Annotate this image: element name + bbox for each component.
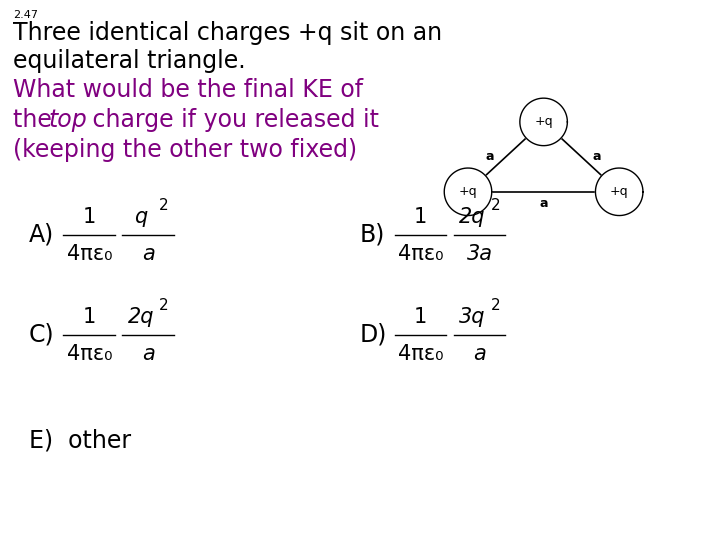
Text: a: a <box>473 343 486 364</box>
Text: charge if you released it: charge if you released it <box>85 108 379 132</box>
Text: 2: 2 <box>159 198 169 213</box>
Text: Three identical charges +q sit on an: Three identical charges +q sit on an <box>13 21 442 44</box>
Text: a: a <box>539 197 548 210</box>
Polygon shape <box>520 98 567 146</box>
Text: +q: +q <box>459 185 477 198</box>
Text: 1: 1 <box>83 207 96 227</box>
Text: 2q: 2q <box>459 207 485 227</box>
Text: +q: +q <box>534 116 553 129</box>
Text: 1: 1 <box>83 307 96 327</box>
Text: 4πε₀: 4πε₀ <box>66 343 112 364</box>
Text: 3a: 3a <box>467 244 492 264</box>
Text: What would be the final KE of: What would be the final KE of <box>13 78 363 102</box>
Text: the: the <box>13 108 59 132</box>
Text: top: top <box>49 108 88 132</box>
Text: 2q: 2q <box>128 307 154 327</box>
Text: A): A) <box>29 223 54 247</box>
Text: 4πε₀: 4πε₀ <box>397 244 444 264</box>
Text: D): D) <box>360 323 387 347</box>
Text: 2: 2 <box>490 298 500 313</box>
Text: q: q <box>135 207 148 227</box>
Text: 4πε₀: 4πε₀ <box>397 343 444 364</box>
Text: 2: 2 <box>159 298 169 313</box>
Text: 1: 1 <box>414 307 427 327</box>
Text: a: a <box>593 150 601 163</box>
Text: C): C) <box>29 323 55 347</box>
Text: 2.47: 2.47 <box>13 10 38 20</box>
Text: a: a <box>142 343 155 364</box>
Polygon shape <box>595 168 643 215</box>
Text: +q: +q <box>610 185 629 198</box>
Text: E)  other: E) other <box>29 428 131 452</box>
Text: 3q: 3q <box>459 307 485 327</box>
Text: a: a <box>142 244 155 264</box>
Text: equilateral triangle.: equilateral triangle. <box>13 49 246 72</box>
Text: (keeping the other two fixed): (keeping the other two fixed) <box>13 138 357 161</box>
Text: a: a <box>486 150 494 163</box>
Text: 4πε₀: 4πε₀ <box>66 244 112 264</box>
Text: 2: 2 <box>490 198 500 213</box>
Text: 1: 1 <box>414 207 427 227</box>
Text: B): B) <box>360 223 385 247</box>
Polygon shape <box>444 168 492 215</box>
